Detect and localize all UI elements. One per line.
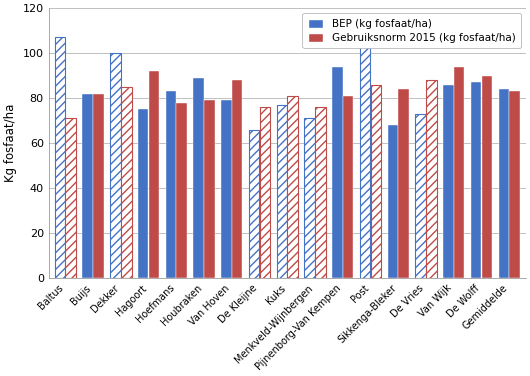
Bar xyxy=(509,91,520,278)
Bar xyxy=(277,105,287,278)
Bar xyxy=(232,80,242,278)
Bar xyxy=(370,85,381,278)
Bar xyxy=(221,100,232,278)
Bar xyxy=(332,67,342,278)
Bar xyxy=(55,37,65,278)
Bar xyxy=(110,53,121,278)
Y-axis label: Kg fosfaat/ha: Kg fosfaat/ha xyxy=(4,104,17,182)
Legend: BEP (kg fosfaat/ha), Gebruiksnorm 2015 (kg fosfaat/ha): BEP (kg fosfaat/ha), Gebruiksnorm 2015 (… xyxy=(303,14,520,49)
Bar xyxy=(443,85,454,278)
Bar xyxy=(304,118,315,278)
Bar xyxy=(426,80,437,278)
Bar xyxy=(482,76,492,278)
Bar xyxy=(93,94,104,278)
Bar xyxy=(138,109,148,278)
Bar xyxy=(249,130,259,278)
Bar xyxy=(260,107,270,278)
Bar xyxy=(454,67,464,278)
Bar xyxy=(66,118,76,278)
Bar xyxy=(499,89,509,278)
Bar xyxy=(315,107,326,278)
Bar xyxy=(471,82,481,278)
Bar xyxy=(387,125,398,278)
Bar xyxy=(416,114,426,278)
Bar xyxy=(149,71,159,278)
Bar xyxy=(176,103,187,278)
Bar xyxy=(193,78,204,278)
Bar xyxy=(287,96,298,278)
Bar xyxy=(360,46,370,278)
Bar xyxy=(166,91,176,278)
Bar xyxy=(121,87,131,278)
Bar xyxy=(82,94,93,278)
Bar xyxy=(204,100,215,278)
Bar xyxy=(399,89,409,278)
Bar xyxy=(343,96,354,278)
